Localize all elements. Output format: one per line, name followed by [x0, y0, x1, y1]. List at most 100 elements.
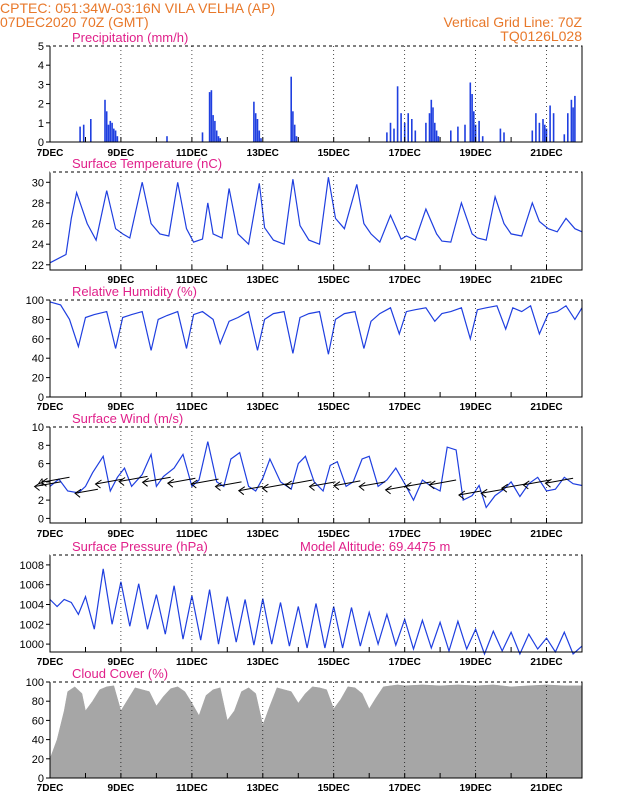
wind-arrow-head — [118, 477, 126, 486]
wind-xtick-label: 19DEC — [459, 529, 491, 540]
wind-arrow-head — [428, 480, 436, 490]
wind-ytick-label: 4 — [38, 477, 44, 489]
rh-xtick-label: 13DEC — [247, 402, 279, 413]
precip-bar — [428, 113, 431, 142]
rh-xtick-label: 11DEC — [176, 402, 208, 413]
wind-arrow-shaft — [238, 485, 263, 492]
precip-xtick-label: 15DEC — [318, 148, 350, 159]
rh-xtick-label: 7DEC — [37, 402, 64, 413]
pressure-xtick-label: 13DEC — [247, 657, 279, 668]
cloud-ytick-label: 40 — [32, 735, 44, 747]
pressure-ytick-label: 1000 — [20, 639, 44, 651]
wind-arrow-head — [544, 478, 552, 488]
wind-arrow-shaft — [359, 481, 386, 487]
temp-xtick-label: 21DEC — [530, 275, 562, 286]
header-model-code: TQ0126L028 — [500, 28, 582, 44]
pressure-ytick-label: 1004 — [20, 600, 44, 612]
wind-arrow-head — [284, 480, 292, 490]
precip-bar — [567, 113, 569, 142]
wind-arrow-shaft — [119, 475, 148, 482]
header-date-line: 07DEC2020 70Z (GMT) — [0, 14, 149, 30]
cloud-ytick-label: 0 — [38, 773, 44, 785]
cloud-ytick-label: 80 — [32, 696, 44, 708]
temp-xtick-label: 13DEC — [247, 275, 279, 286]
wind-wind-arrow — [190, 478, 219, 489]
wind-arrow-head — [74, 488, 82, 498]
precip-bar — [400, 113, 402, 142]
precip-bar — [104, 99, 106, 142]
cloud-ytick-label: 20 — [32, 754, 44, 766]
temp-ytick-label: 24 — [32, 239, 44, 251]
pressure-xtick-label: 11DEC — [176, 657, 208, 668]
precip-bar — [570, 99, 573, 142]
precip-bar — [549, 105, 551, 142]
precip-bar — [478, 120, 480, 142]
precip-bar — [535, 113, 537, 142]
precip-bar — [114, 130, 117, 142]
precip-bar — [471, 94, 473, 142]
header-grid-note: Vertical Grid Line: 70Z — [443, 14, 582, 30]
wind-arrow-head — [522, 480, 530, 490]
precip-bar — [254, 113, 257, 142]
wind-xtick-label: 13DEC — [247, 529, 279, 540]
temp-frame — [49, 171, 583, 271]
temp-line — [49, 177, 583, 264]
pressure-panel: 7DEC 9DEC 11DEC 13DEC 15DEC 17DEC 19DEC 21DEC 10… — [20, 554, 583, 668]
wind-arrow-head — [308, 482, 316, 491]
precip-bar — [545, 128, 548, 142]
precip-bar — [464, 124, 466, 142]
precip-bar — [430, 99, 433, 142]
wind-arrow-head — [40, 477, 48, 487]
rh-xtick-label: 15DEC — [318, 402, 350, 413]
precip-bar — [260, 138, 262, 142]
precip-bar — [215, 130, 218, 142]
wind-arrow-shaft — [215, 481, 242, 487]
wind-ytick-label: 0 — [38, 513, 44, 525]
precip-bar — [473, 111, 475, 142]
pressure-xtick-label: 9DEC — [108, 657, 135, 668]
wind-arrow-head — [458, 490, 466, 500]
precip-bar — [503, 132, 505, 142]
precip-xtick-label: 11DEC — [176, 148, 208, 159]
wind-arrow-shaft — [167, 477, 196, 484]
precip-ytick-label: 1 — [38, 118, 44, 130]
precip-bar — [552, 113, 555, 142]
precip-bar — [450, 130, 452, 142]
wind-wind-arrow — [358, 481, 386, 491]
wind-arrow-shaft — [333, 480, 361, 487]
cloud-xtick-label: 17DEC — [389, 783, 421, 794]
rh-ytick-label: 40 — [32, 353, 44, 365]
panel-title-temperature: Surface Temperature (nC) — [72, 156, 222, 171]
temp-ytick-label: 22 — [32, 260, 44, 272]
precip-xtick-label: 17DEC — [389, 148, 421, 159]
wind-arrow-head — [500, 483, 509, 493]
wind-arrow-shaft — [501, 483, 528, 489]
precip-xtick-label: 13DEC — [247, 148, 279, 159]
precip-bar — [481, 136, 484, 142]
rh-xtick-label: 21DEC — [530, 402, 562, 413]
rh-ytick-label: 20 — [32, 373, 44, 385]
wind-xtick-label: 17DEC — [389, 529, 421, 540]
cloud-xtick-label: 21DEC — [530, 783, 562, 794]
precip-bar — [531, 130, 534, 142]
wind-arrow-head — [480, 488, 488, 498]
precip-frame — [49, 45, 583, 143]
wind-wind-arrow — [118, 475, 148, 486]
wind-arrow-head — [237, 486, 246, 496]
wind-arrow-shaft — [458, 490, 481, 496]
wind-arrow-shaft — [262, 483, 288, 489]
cloud-ytick-label: 60 — [32, 715, 44, 727]
wind-arrow-head — [141, 477, 149, 487]
temp-xtick-label: 9DEC — [108, 275, 135, 286]
precip-bar — [538, 122, 541, 142]
rh-xtick-label: 17DEC — [389, 402, 421, 413]
panel-title-cloud-cover: Cloud Cover (%) — [72, 666, 168, 681]
precip-bar — [563, 134, 566, 142]
wind-frame — [49, 426, 583, 524]
wind-wind-arrow — [333, 480, 361, 491]
wind-arrow-shaft — [75, 488, 98, 494]
precip-bar — [414, 130, 417, 142]
precip-bar — [393, 128, 395, 142]
rh-line — [49, 301, 583, 355]
precip-bar — [396, 86, 399, 142]
